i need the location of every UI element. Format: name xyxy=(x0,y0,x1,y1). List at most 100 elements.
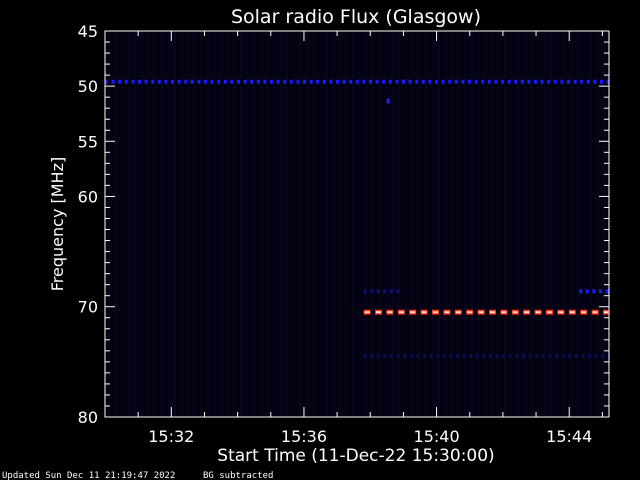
band-segment xyxy=(454,79,458,84)
band-highlight xyxy=(433,311,438,314)
band-segment xyxy=(363,289,367,294)
band-segment xyxy=(396,354,400,359)
texture-stripe xyxy=(240,32,242,416)
band-highlight xyxy=(376,311,381,314)
band-highlight xyxy=(398,311,404,314)
band-segment xyxy=(522,354,525,359)
band-segment xyxy=(250,79,254,84)
band-74.5-mhz xyxy=(363,354,609,359)
x-axis-label: Start Time (11-Dec-22 15:30:00) xyxy=(217,446,494,466)
texture-stripe xyxy=(543,32,546,416)
texture-stripe xyxy=(385,32,388,416)
spike-feature xyxy=(386,98,390,104)
band-segment xyxy=(230,79,234,84)
band-segment xyxy=(547,79,551,84)
band-68.6-mhz xyxy=(363,289,400,294)
band-segment xyxy=(197,79,201,84)
band-segment xyxy=(383,354,387,359)
texture-stripe xyxy=(457,32,460,416)
band-segment xyxy=(131,79,135,84)
band-segment xyxy=(395,79,399,84)
band-highlight xyxy=(604,311,608,314)
band-segment xyxy=(588,354,591,359)
band-highlight xyxy=(581,311,587,314)
texture-stripe xyxy=(174,32,176,416)
texture-stripe xyxy=(372,32,374,416)
band-segment xyxy=(461,79,465,84)
texture-stripe xyxy=(200,32,203,416)
band-segment xyxy=(579,289,583,294)
band-segment xyxy=(561,354,565,359)
band-segment xyxy=(501,79,504,84)
band-highlight xyxy=(547,311,552,314)
band-segment xyxy=(573,79,577,84)
texture-stripe xyxy=(279,32,282,416)
band-segment xyxy=(448,79,452,84)
texture-stripe xyxy=(160,32,163,416)
band-segment xyxy=(586,79,590,84)
band-segment xyxy=(482,354,486,359)
texture-stripe xyxy=(246,32,249,416)
texture-stripe xyxy=(523,32,526,416)
texture-stripe xyxy=(431,32,434,416)
texture-stripe xyxy=(490,32,493,416)
band-highlight xyxy=(490,311,495,314)
texture-stripe xyxy=(537,32,539,416)
band-segment xyxy=(495,354,499,359)
band-segment xyxy=(468,79,471,84)
y-tick-label: 45 xyxy=(78,22,98,41)
band-segment xyxy=(376,289,380,294)
band-segment xyxy=(580,79,584,84)
band-segment xyxy=(263,79,267,84)
band-segment xyxy=(210,79,214,84)
texture-stripe xyxy=(451,32,454,416)
band-segment xyxy=(435,79,438,84)
band-49.6-mhz xyxy=(105,79,609,84)
band-segment xyxy=(237,79,240,84)
band-segment xyxy=(599,289,602,294)
band-segment xyxy=(362,79,366,84)
chart-title: Solar radio Flux (Glasgow) xyxy=(231,6,481,28)
texture-stripe xyxy=(418,32,421,416)
texture-stripe xyxy=(312,32,315,416)
band-segment xyxy=(416,354,420,359)
band-segment xyxy=(601,354,605,359)
band-segment xyxy=(456,354,459,359)
band-segment xyxy=(462,354,466,359)
band-segment xyxy=(535,354,539,359)
band-segment xyxy=(370,354,374,359)
texture-stripe xyxy=(325,32,328,416)
texture-stripe xyxy=(134,32,137,416)
texture-stripe xyxy=(167,32,170,416)
texture-stripe xyxy=(517,32,520,416)
texture-stripe xyxy=(550,32,553,416)
band-segment xyxy=(349,79,353,84)
x-tick-label: 15:40 xyxy=(414,427,460,446)
texture-stripe xyxy=(180,32,183,416)
band-segment xyxy=(423,354,426,359)
texture-stripe xyxy=(332,32,335,416)
texture-stripe xyxy=(438,32,440,416)
texture-stripe xyxy=(286,32,289,416)
band-segment xyxy=(494,79,498,84)
band-highlight xyxy=(592,311,598,314)
band-segment xyxy=(388,79,392,84)
band-segment xyxy=(118,79,122,84)
band-segment xyxy=(449,354,453,359)
texture-stripe xyxy=(596,32,599,416)
y-tick-label: 60 xyxy=(78,187,98,206)
texture-stripe xyxy=(358,32,361,416)
band-segment xyxy=(553,79,557,84)
band-segment xyxy=(606,79,609,84)
band-highlight xyxy=(501,311,507,314)
texture-stripe xyxy=(471,32,473,416)
band-segment xyxy=(515,354,519,359)
texture-stripe xyxy=(226,32,229,416)
updated-timestamp: Updated Sun Dec 11 21:19:47 2022 xyxy=(2,471,175,480)
texture-stripe xyxy=(299,32,302,416)
band-segment xyxy=(421,79,425,84)
band-segment xyxy=(316,79,320,84)
texture-stripe xyxy=(108,32,110,416)
texture-stripe xyxy=(556,32,559,416)
band-segment xyxy=(289,79,293,84)
